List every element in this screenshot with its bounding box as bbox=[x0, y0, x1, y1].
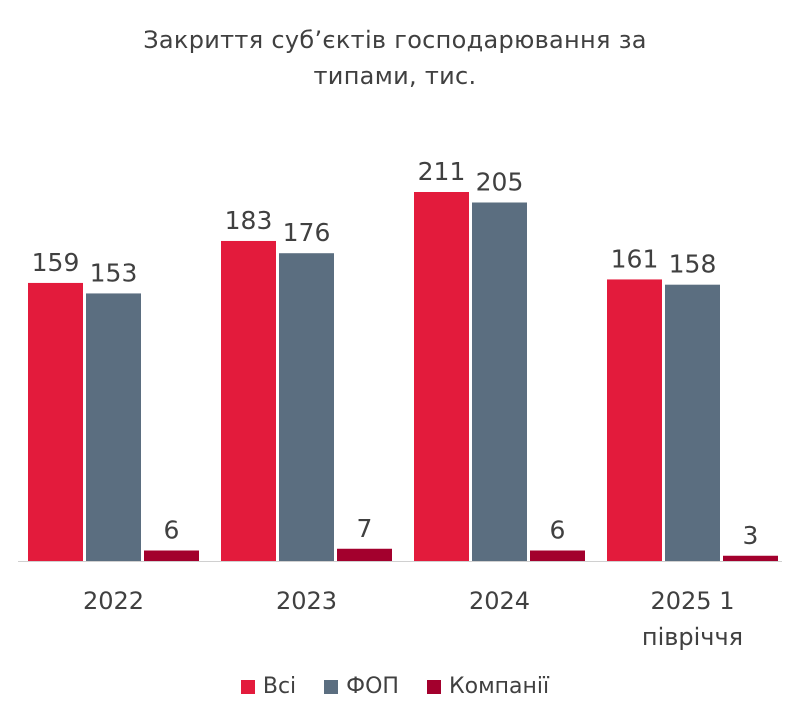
data-label: 205 bbox=[476, 167, 524, 196]
x-tick-label: 2025 1 bbox=[651, 587, 735, 615]
data-label: 6 bbox=[550, 516, 566, 545]
x-tick-label: півріччя bbox=[642, 623, 743, 651]
legend-item: ФОП bbox=[324, 674, 399, 699]
legend-item: Компанії bbox=[426, 674, 550, 699]
data-label: 7 bbox=[357, 514, 373, 543]
bar-Компанії-3 bbox=[723, 555, 778, 561]
chart-title-line-1: Закриття суб’єктів господарювання за bbox=[143, 26, 647, 54]
x-tick-label: 2022 bbox=[83, 587, 144, 615]
bar-ФОП-2 bbox=[472, 202, 527, 561]
bar-ФОП-3 bbox=[665, 284, 720, 561]
bar-Компанії-0 bbox=[144, 550, 199, 561]
legend: Всі ФОП Компанії bbox=[0, 674, 790, 699]
data-label: 3 bbox=[743, 521, 759, 550]
x-tick-label: 2024 bbox=[469, 587, 530, 615]
data-label: 159 bbox=[32, 248, 80, 277]
data-label: 158 bbox=[669, 250, 717, 279]
bar-Компанії-1 bbox=[337, 548, 392, 561]
data-label: 153 bbox=[90, 258, 138, 287]
legend-swatch bbox=[324, 679, 339, 694]
legend-label: Компанії bbox=[448, 674, 550, 699]
data-label: 183 bbox=[225, 206, 273, 235]
bar-Всі-0 bbox=[28, 282, 83, 561]
bar-ФОП-0 bbox=[86, 293, 141, 561]
bar-Всі-1 bbox=[221, 240, 276, 561]
x-tick-label: 2023 bbox=[276, 587, 337, 615]
data-label: 6 bbox=[164, 516, 180, 545]
bar-Всі-2 bbox=[414, 192, 469, 561]
legend-label: ФОП bbox=[346, 674, 399, 699]
legend-item: Всі bbox=[240, 674, 297, 699]
bar-Всі-3 bbox=[607, 279, 662, 561]
bar-ФОП-1 bbox=[279, 253, 334, 561]
data-label: 176 bbox=[283, 218, 331, 247]
legend-label: Всі bbox=[262, 674, 297, 699]
data-label: 161 bbox=[611, 244, 659, 273]
legend-swatch bbox=[426, 679, 441, 694]
bar-Компанії-2 bbox=[530, 550, 585, 561]
chart-title-line-2: типами, тис. bbox=[313, 62, 477, 90]
data-label: 211 bbox=[418, 157, 466, 186]
legend-swatch bbox=[240, 679, 255, 694]
